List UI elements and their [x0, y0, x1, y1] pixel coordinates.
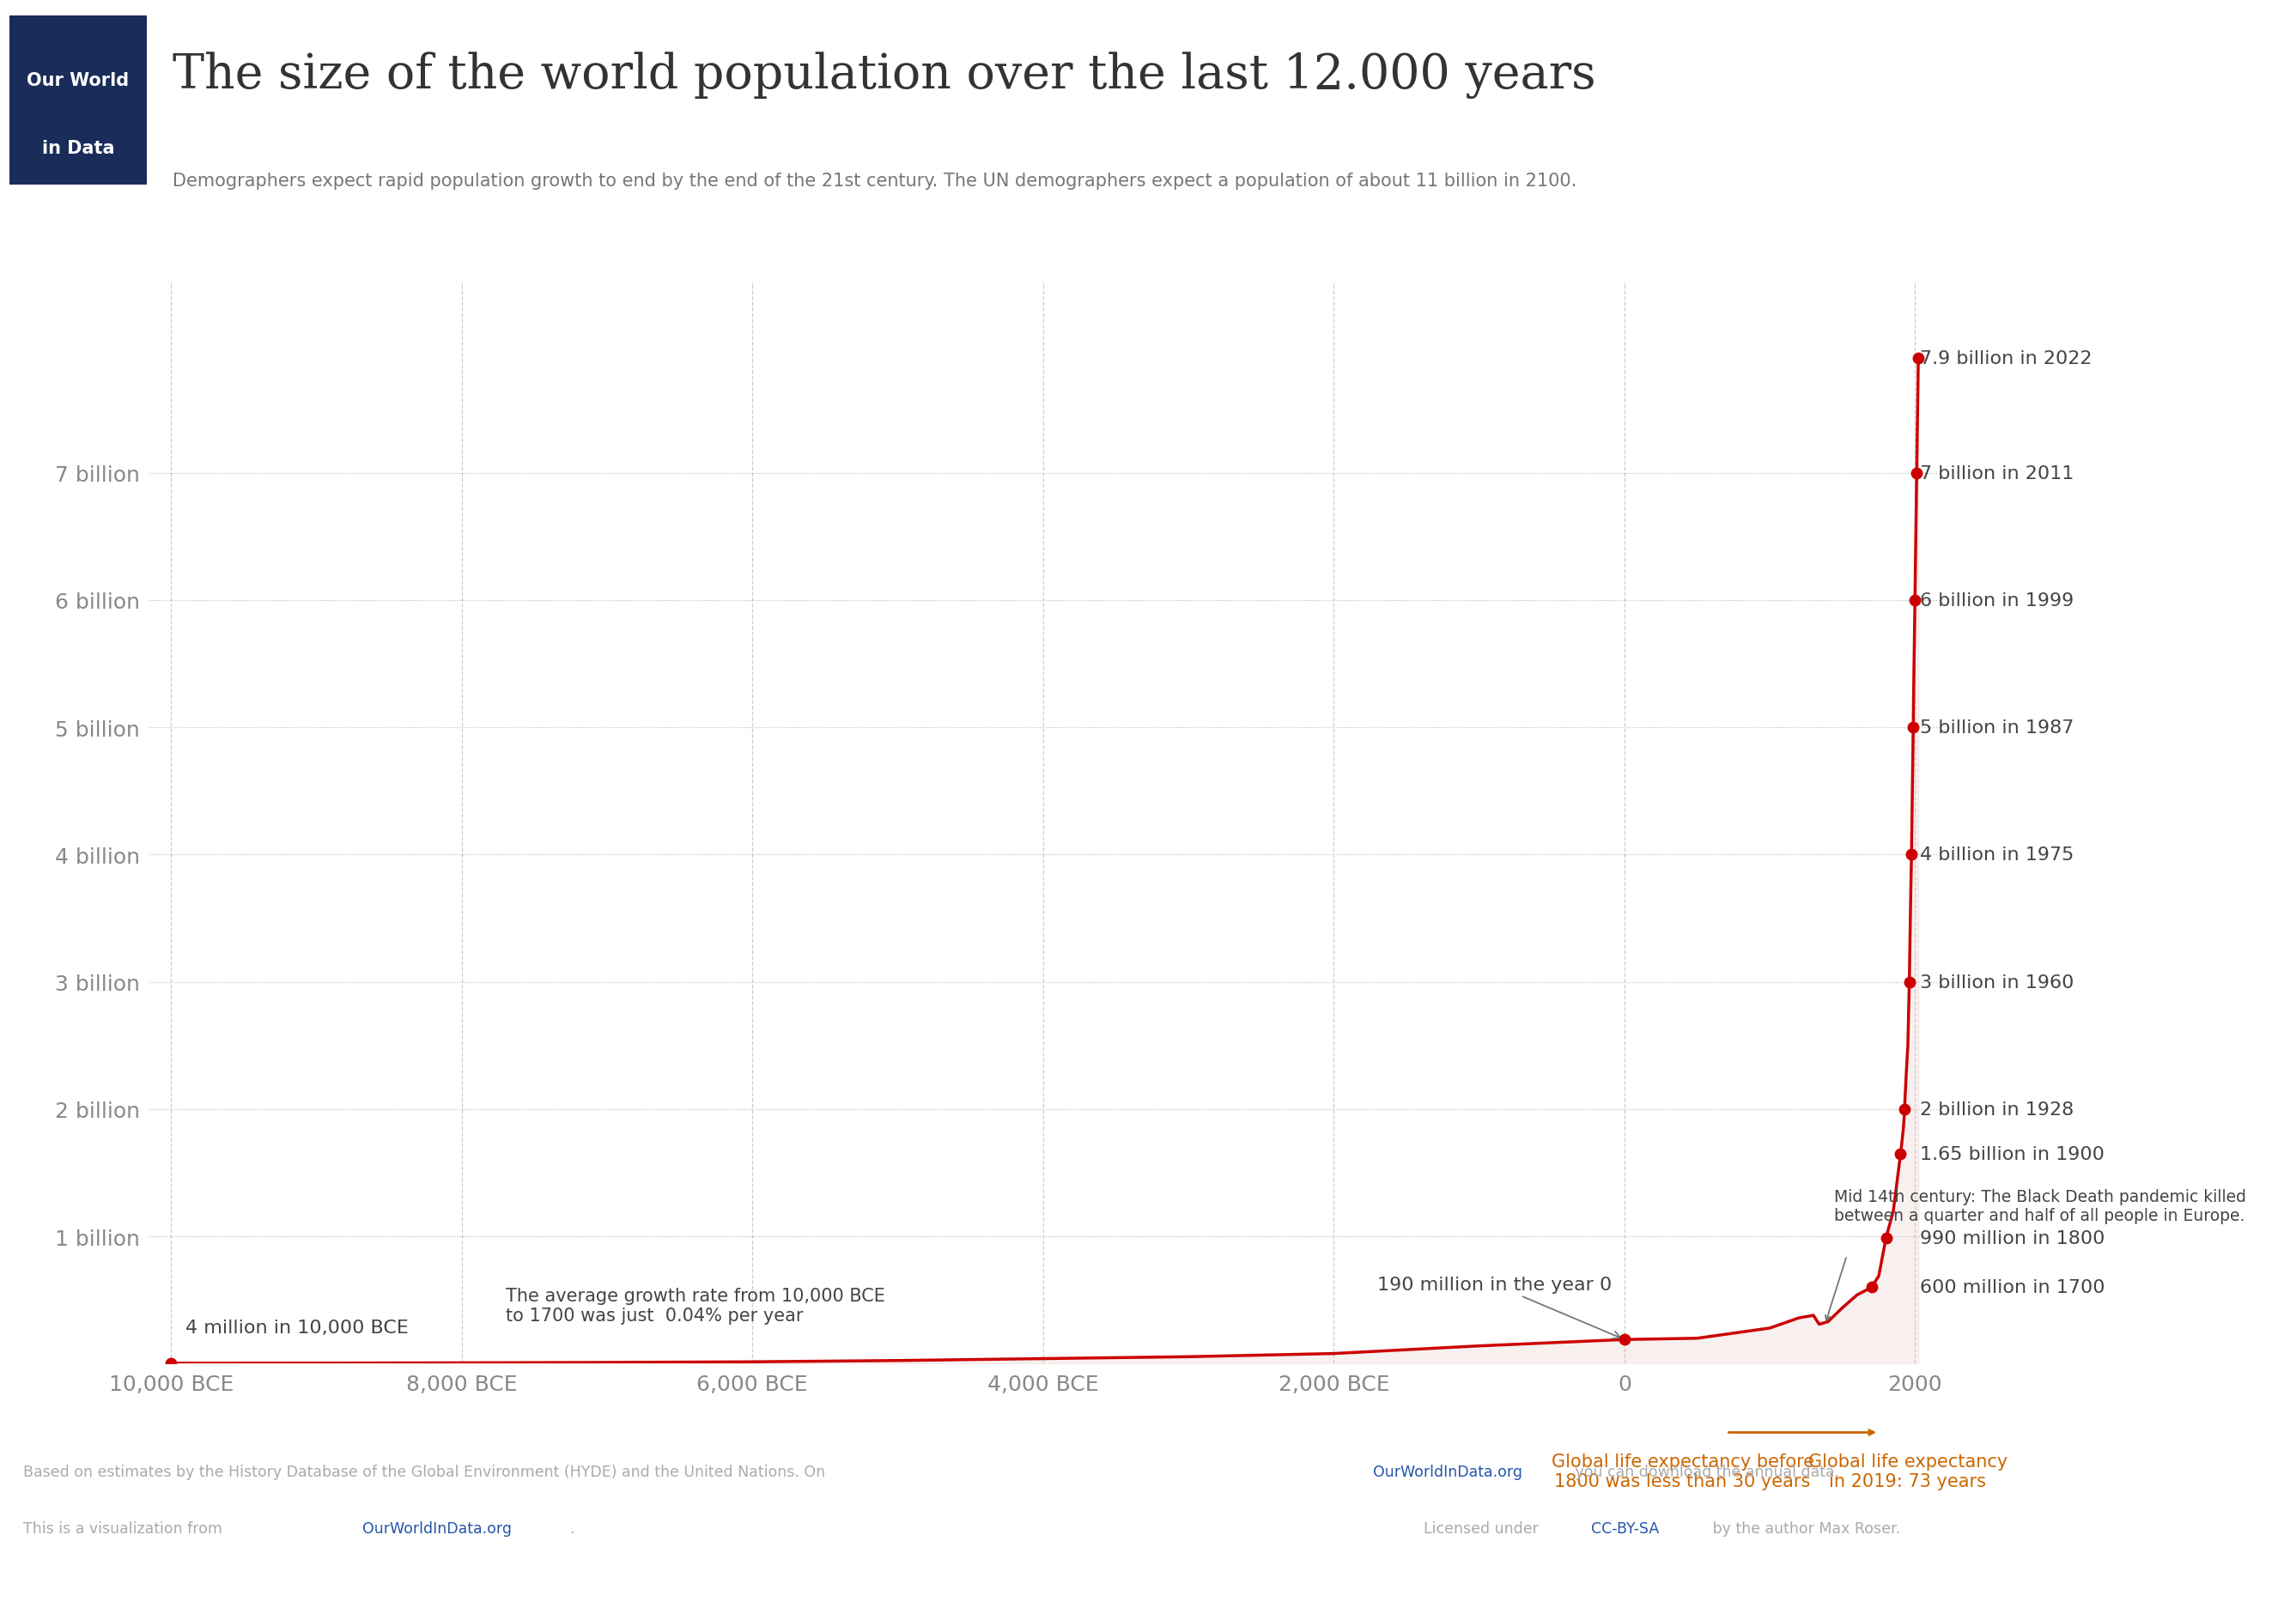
Text: The average growth rate from 10,000 BCE
to 1700 was just  0.04% per year: The average growth rate from 10,000 BCE …	[505, 1286, 884, 1323]
Text: Global life expectancy before
1800 was less than 30 years: Global life expectancy before 1800 was l…	[1552, 1453, 1814, 1490]
Text: in Data: in Data	[41, 140, 115, 157]
Text: OurWorldInData.org: OurWorldInData.org	[1373, 1464, 1522, 1480]
Text: 6 billion in 1999: 6 billion in 1999	[1919, 592, 2073, 608]
Text: 7.9 billion in 2022: 7.9 billion in 2022	[1919, 350, 2092, 368]
Text: Our World: Our World	[28, 73, 129, 89]
Text: This is a visualization from: This is a visualization from	[23, 1520, 227, 1537]
Text: The size of the world population over the last 12.000 years: The size of the world population over th…	[172, 52, 1596, 98]
Text: by the author Max Roser.: by the author Max Roser.	[1708, 1520, 1901, 1537]
Text: 2 billion in 1928: 2 billion in 1928	[1919, 1101, 2073, 1119]
Text: Based on estimates by the History Database of the Global Environment (HYDE) and : Based on estimates by the History Databa…	[23, 1464, 829, 1480]
Text: 600 million in 1700: 600 million in 1700	[1919, 1278, 2105, 1296]
Text: you can download the annual data.: you can download the annual data.	[1570, 1464, 1839, 1480]
Text: .: .	[569, 1520, 574, 1537]
Text: 990 million in 1800: 990 million in 1800	[1919, 1230, 2105, 1246]
Text: Demographers expect rapid population growth to end by the end of the 21st centur: Demographers expect rapid population gro…	[172, 173, 1577, 190]
Text: 190 million in the year 0: 190 million in the year 0	[1378, 1277, 1621, 1338]
Text: Global life expectancy
in 2019: 73 years: Global life expectancy in 2019: 73 years	[1809, 1453, 2007, 1490]
Text: 1.65 billion in 1900: 1.65 billion in 1900	[1919, 1146, 2105, 1162]
Text: 5 billion in 1987: 5 billion in 1987	[1919, 720, 2073, 736]
Text: Licensed under: Licensed under	[1424, 1520, 1543, 1537]
Text: 7 billion in 2011: 7 billion in 2011	[1919, 465, 2073, 483]
Text: 3 billion in 1960: 3 billion in 1960	[1919, 973, 2073, 991]
Text: Mid 14th century: The Black Death pandemic killed
between a quarter and half of : Mid 14th century: The Black Death pandem…	[1835, 1188, 2245, 1223]
Text: CC-BY-SA: CC-BY-SA	[1591, 1520, 1660, 1537]
Text: 4 million in 10,000 BCE: 4 million in 10,000 BCE	[186, 1319, 409, 1336]
Text: 4 billion in 1975: 4 billion in 1975	[1919, 846, 2073, 863]
Text: OurWorldInData.org: OurWorldInData.org	[363, 1520, 512, 1537]
